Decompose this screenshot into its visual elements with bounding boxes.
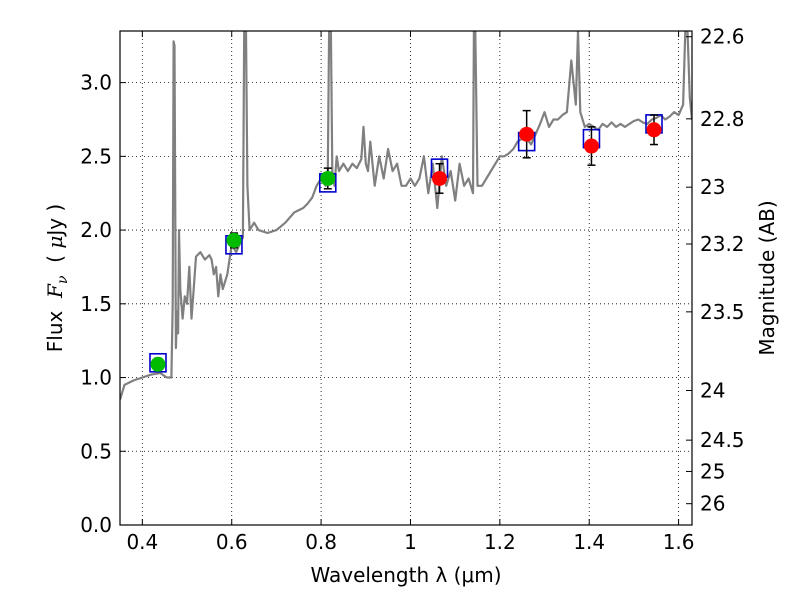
- y-tick-label: 2.5: [80, 144, 112, 168]
- y2-tick-label: 22.8: [700, 107, 745, 131]
- x-tick-label: 1.2: [484, 530, 516, 554]
- observed-point: [519, 126, 535, 142]
- x-tick-label: 0.8: [305, 530, 337, 554]
- y-axis-label-prefix: Flux: [43, 298, 67, 352]
- observed-point: [320, 170, 336, 186]
- observed-point: [583, 138, 599, 154]
- y-axis-label-mu: μ: [43, 236, 67, 249]
- model-photometry-square: [149, 352, 167, 373]
- x-tick-label: 0.4: [126, 530, 158, 554]
- x-tick-label: 1: [404, 530, 417, 554]
- y-axis-label-unit: Jy ): [43, 204, 67, 238]
- y2-tick-label: 24: [700, 379, 725, 403]
- y-tick-label: 1.0: [80, 366, 112, 390]
- y2-tick-label: 26: [700, 492, 725, 516]
- y-axis-label-symbol: F: [43, 283, 67, 299]
- y2-tick-label: 25: [700, 459, 725, 483]
- y-tick-label: 0.5: [80, 439, 112, 463]
- observed-point: [226, 232, 242, 248]
- x-axis-label: Wavelength λ (μm): [310, 563, 501, 587]
- grid: [120, 31, 692, 526]
- y2-tick-label: 23.5: [700, 300, 745, 324]
- ticks: 0.4 0.6 0.8 1 1.2 1.4 1.6 0.0 0.5 1.0 1.5 2.0 2.5 3.0…: [80, 25, 744, 554]
- y-tick-label: 3.0: [80, 71, 112, 95]
- x-tick-label: 0.6: [216, 530, 248, 554]
- marker-layer: [149, 109, 663, 373]
- sed-line: [120, 31, 692, 401]
- sed-line-layer: [120, 31, 692, 401]
- y-tick-label: 2.0: [80, 218, 112, 242]
- plot-frame: [119, 30, 693, 526]
- y2-axis-label: Magnitude (AB): [755, 200, 779, 355]
- x-tick-label: 1.6: [663, 530, 695, 554]
- x-tick-label: 1.4: [573, 530, 605, 554]
- y2-tick-label: 22.6: [700, 25, 745, 49]
- observed-point: [432, 170, 448, 186]
- y-axis-label-open: (: [43, 249, 67, 276]
- y-tick-label: 0.0: [80, 513, 112, 537]
- y-axis-label-subscript: ν: [55, 275, 71, 284]
- y2-tick-label: 23.2: [700, 232, 745, 256]
- y2-tick-label: 23: [700, 175, 725, 199]
- y2-tick-label: 24.5: [700, 428, 745, 452]
- y-tick-label: 1.5: [80, 292, 112, 316]
- observed-point: [646, 122, 662, 138]
- observed-point: [150, 356, 166, 372]
- y-axis-label: Flux Fν ( μJy ): [43, 204, 71, 352]
